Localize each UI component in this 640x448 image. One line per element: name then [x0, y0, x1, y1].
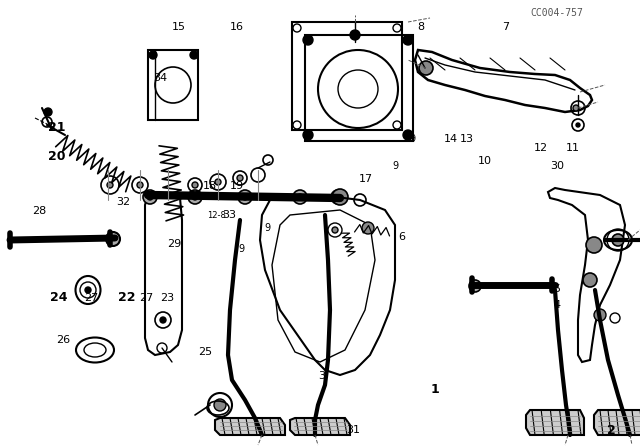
Text: 11: 11 — [566, 143, 580, 153]
Circle shape — [192, 194, 198, 200]
Text: 2: 2 — [607, 423, 616, 437]
Circle shape — [237, 175, 243, 181]
Circle shape — [242, 194, 248, 200]
Circle shape — [238, 190, 252, 204]
Circle shape — [143, 190, 157, 204]
Circle shape — [85, 287, 91, 293]
Text: 34: 34 — [153, 73, 167, 83]
Circle shape — [190, 51, 198, 59]
Circle shape — [586, 237, 602, 253]
Text: 27: 27 — [84, 293, 98, 303]
Polygon shape — [526, 410, 584, 435]
Text: CC004-757: CC004-757 — [531, 8, 583, 17]
Circle shape — [583, 273, 597, 287]
Circle shape — [350, 30, 360, 40]
Circle shape — [44, 108, 52, 116]
Circle shape — [576, 123, 580, 127]
Circle shape — [332, 189, 348, 205]
Circle shape — [214, 399, 226, 411]
Text: 32: 32 — [116, 197, 130, 207]
Text: 9: 9 — [239, 244, 245, 254]
Circle shape — [332, 227, 338, 233]
Circle shape — [362, 222, 374, 234]
Circle shape — [188, 190, 202, 204]
Text: 22: 22 — [118, 291, 136, 305]
Circle shape — [403, 35, 413, 45]
Polygon shape — [594, 410, 640, 435]
Circle shape — [215, 179, 221, 185]
Bar — [148, 50, 198, 120]
Text: 9: 9 — [410, 134, 416, 144]
Polygon shape — [290, 418, 350, 435]
Text: 9: 9 — [392, 161, 399, 171]
Circle shape — [293, 190, 307, 204]
Circle shape — [573, 105, 579, 111]
Text: 28: 28 — [33, 206, 47, 215]
Circle shape — [106, 232, 120, 246]
Circle shape — [419, 61, 433, 75]
Circle shape — [149, 51, 157, 59]
Bar — [292, 22, 402, 130]
Circle shape — [403, 130, 413, 140]
Text: 14: 14 — [444, 134, 458, 144]
Bar — [305, 35, 413, 141]
Text: 27: 27 — [139, 293, 153, 303]
Text: 19: 19 — [230, 181, 244, 191]
Text: 5: 5 — [554, 284, 560, 294]
Circle shape — [297, 194, 303, 200]
Circle shape — [612, 234, 624, 246]
Text: 23: 23 — [161, 293, 175, 303]
Circle shape — [331, 190, 345, 204]
Text: 20: 20 — [47, 150, 65, 164]
Text: 17: 17 — [359, 174, 373, 184]
Circle shape — [137, 182, 143, 188]
Text: 12-8: 12-8 — [207, 211, 226, 220]
Text: 6: 6 — [399, 233, 405, 242]
Text: 16: 16 — [230, 22, 244, 32]
Circle shape — [303, 35, 313, 45]
Text: 10: 10 — [478, 156, 492, 166]
Text: 30: 30 — [550, 161, 564, 171]
Text: 31: 31 — [346, 425, 360, 435]
Text: 24: 24 — [50, 291, 68, 305]
Circle shape — [335, 194, 341, 200]
Circle shape — [107, 182, 113, 188]
Text: 3: 3 — [318, 371, 324, 381]
Text: 9: 9 — [264, 224, 271, 233]
Text: 15: 15 — [172, 22, 186, 32]
Circle shape — [192, 182, 198, 188]
Text: 1: 1 — [431, 383, 440, 396]
Circle shape — [160, 317, 166, 323]
Text: 33: 33 — [222, 210, 236, 220]
Text: 26: 26 — [56, 336, 70, 345]
Text: 25: 25 — [198, 347, 212, 357]
Text: 21: 21 — [47, 121, 65, 134]
Polygon shape — [215, 418, 285, 435]
Circle shape — [147, 194, 153, 200]
Text: 29: 29 — [167, 239, 181, 249]
Text: 12: 12 — [534, 143, 548, 153]
Text: 4: 4 — [553, 300, 561, 310]
Circle shape — [594, 309, 606, 321]
Text: 18: 18 — [203, 181, 217, 191]
Circle shape — [469, 280, 481, 292]
Text: 8: 8 — [417, 22, 425, 32]
Text: 13: 13 — [460, 134, 474, 144]
Text: 7: 7 — [502, 22, 509, 32]
Circle shape — [303, 130, 313, 140]
